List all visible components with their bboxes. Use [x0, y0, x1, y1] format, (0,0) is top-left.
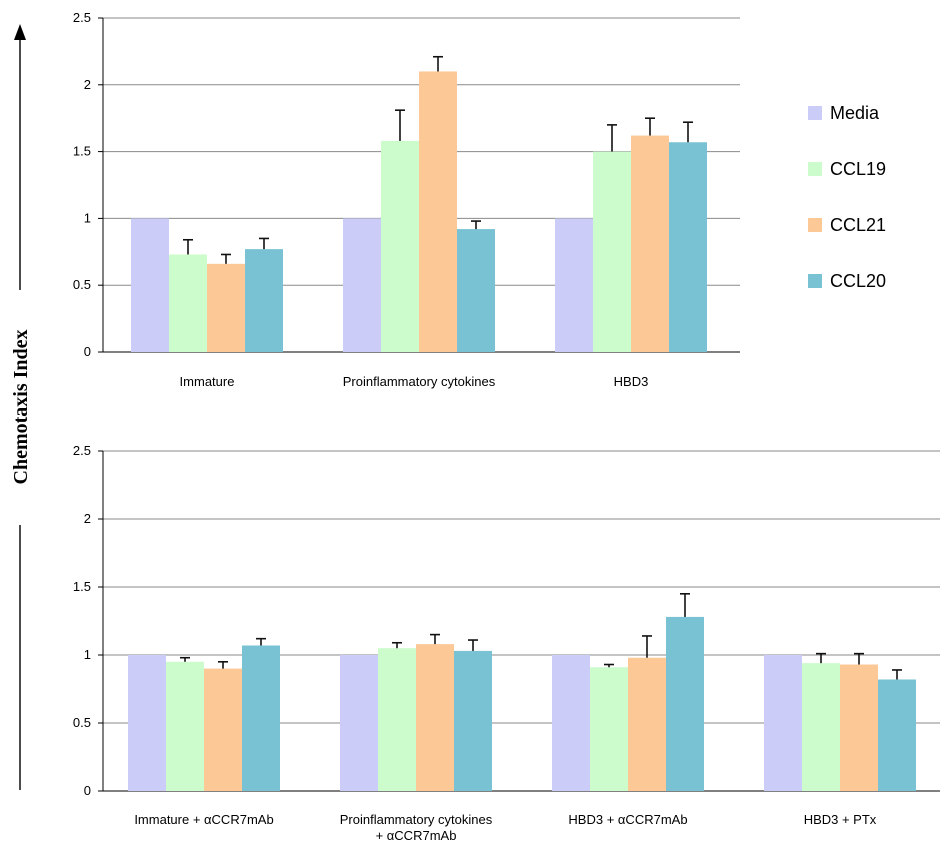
- bar-media: [552, 655, 590, 791]
- y-tick-label: 1: [84, 210, 91, 225]
- legend-label: Media: [830, 103, 880, 123]
- bar-ccl19: [593, 151, 631, 352]
- bar-ccl20: [245, 249, 283, 352]
- bar-ccl20: [242, 645, 280, 791]
- chart-panel-bottom: 0 0.5 1 1.5 2 2.5 Immature + αCCR7mAb Proinflam…: [73, 443, 940, 843]
- category-label: Immature + αCCR7mAb: [134, 812, 273, 827]
- bar-ccl20: [669, 142, 707, 352]
- y-tick-label: 0.5: [73, 277, 91, 292]
- bar-media: [340, 655, 378, 791]
- bar-ccl20: [878, 679, 916, 791]
- bar-media: [128, 655, 166, 791]
- y-tick-label: 1: [84, 647, 91, 662]
- legend-label: CCL21: [830, 215, 886, 235]
- y-axis-title-group: Chemotaxis Index: [10, 24, 32, 790]
- bar-ccl19: [802, 663, 840, 791]
- bar-ccl19: [590, 667, 628, 791]
- category-label: HBD3: [614, 374, 649, 389]
- bar-ccl19: [378, 648, 416, 791]
- category-label: Proinflammatory cytokines: [343, 374, 496, 389]
- bar-media: [555, 218, 593, 352]
- bar-media: [764, 655, 802, 791]
- bar-ccl19: [381, 140, 419, 352]
- bar-ccl21: [840, 664, 878, 791]
- bar-ccl20: [454, 650, 492, 791]
- bar-ccl21: [419, 71, 457, 352]
- category-label: Immature: [180, 374, 235, 389]
- category-label: HBD3 + PTx: [804, 812, 877, 827]
- y-tick-label: 0: [84, 783, 91, 798]
- bar-ccl21: [416, 644, 454, 791]
- bar-ccl21: [628, 657, 666, 791]
- legend-swatch-ccl20: [808, 274, 822, 288]
- y-tick-label: 2.5: [73, 443, 91, 458]
- bar-ccl19: [169, 254, 207, 352]
- y-tick-label: 0.5: [73, 715, 91, 730]
- y-tick-label: 1.5: [73, 579, 91, 594]
- y-tick-label: 2: [84, 511, 91, 526]
- legend-swatch-ccl21: [808, 218, 822, 232]
- bar-ccl19: [166, 661, 204, 791]
- y-tick-label: 2: [84, 77, 91, 92]
- category-label: + αCCR7mAb: [376, 828, 457, 843]
- chart-panel-top: 0 0.5 1 1.5 2 2.5 Immature Proinflammatory cyto…: [73, 10, 740, 389]
- bar-ccl20: [666, 616, 704, 791]
- legend-label: CCL20: [830, 271, 886, 291]
- legend-swatch-media: [808, 106, 822, 120]
- y-title-arrow-up-head: [14, 24, 26, 40]
- y-axis-title: Chemotaxis Index: [10, 329, 32, 484]
- legend-swatch-ccl19: [808, 162, 822, 176]
- bar-ccl21: [207, 263, 245, 352]
- category-label: Proinflammatory cytokines: [340, 812, 493, 827]
- bar-ccl20: [457, 229, 495, 352]
- legend: Media CCL19 CCL21 CCL20: [808, 103, 886, 291]
- y-tick-label: 2.5: [73, 10, 91, 25]
- category-label: HBD3 + αCCR7mAb: [568, 812, 687, 827]
- legend-label: CCL19: [830, 159, 886, 179]
- bar-ccl21: [631, 135, 669, 352]
- bar-media: [131, 218, 169, 352]
- y-tick-label: 0: [84, 344, 91, 359]
- y-tick-label: 1.5: [73, 144, 91, 159]
- bar-ccl21: [204, 668, 242, 791]
- bar-media: [343, 218, 381, 352]
